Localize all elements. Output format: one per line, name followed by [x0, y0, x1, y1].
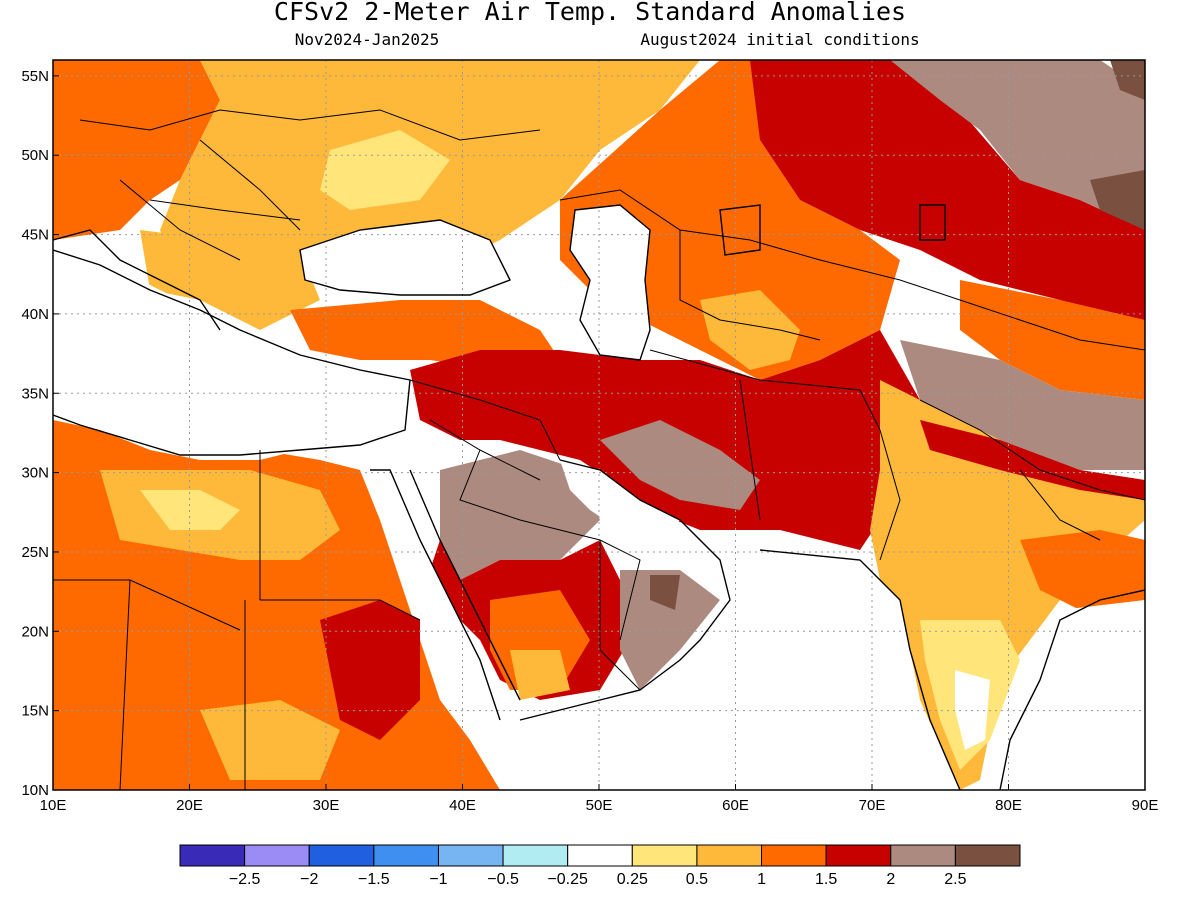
africa-borders	[53, 450, 421, 790]
colorbar-label: 2	[886, 871, 895, 888]
colorbar-swatch	[631, 844, 698, 867]
mediterranean-sea	[53, 250, 410, 460]
map-title: CFSv2 2-Meter Air Temp. Standard Anomali…	[274, 0, 906, 26]
y-tick-label: 45N	[21, 227, 49, 244]
colorbar-label: −2	[300, 871, 318, 888]
y-tick-label: 35N	[21, 385, 49, 402]
colorbar-swatch	[179, 844, 246, 867]
colorbar-label: −2.5	[229, 871, 261, 888]
anomaly-region-tibet	[900, 340, 1145, 470]
colorbar-swatch	[890, 844, 956, 867]
aral-sea	[719, 204, 761, 256]
anomaly-region-mongolia-dark	[1090, 170, 1145, 230]
x-tick-label: 30E	[313, 797, 340, 814]
y-tick-label: 15N	[21, 703, 49, 720]
colorbar-label: 1	[757, 871, 766, 888]
x-tick-label: 40E	[449, 797, 476, 814]
anomaly-region-europe-west	[53, 60, 220, 240]
mediterranean-coastline	[53, 249, 411, 456]
persian-gulf	[560, 460, 680, 540]
colorbar-label: −0.5	[487, 871, 519, 888]
anomaly-region-siberia	[890, 60, 1145, 230]
y-tick-label: 25N	[21, 544, 49, 561]
bay-of-bengal	[1000, 600, 1145, 790]
y-tick-label: 40N	[21, 306, 49, 323]
x-tick-label: 70E	[859, 797, 886, 814]
x-tick-label: 60E	[722, 797, 749, 814]
colorbar-label: −1.5	[358, 871, 390, 888]
anomaly-region-siberia-dark	[1110, 60, 1145, 100]
anomaly-region-oman	[620, 570, 720, 690]
gridlines	[53, 60, 1145, 790]
colorbar-swatch	[373, 844, 439, 867]
anomaly-region-sudan	[320, 600, 420, 740]
anomaly-region-arabia-brown	[440, 450, 600, 580]
black-sea-coastline	[299, 219, 511, 296]
colorbar-swatch	[825, 844, 892, 867]
gulf-of-aden	[500, 700, 610, 790]
colorbar-swatch	[502, 844, 569, 867]
anomaly-region-kazakhstan	[750, 60, 1145, 330]
latitude-axis: 10N 15N 20N 25N 30N 35N 40N 45N 50N 55N	[21, 68, 59, 799]
caspian-coastline	[569, 204, 651, 361]
colorbar-swatch	[244, 844, 310, 867]
colorbar-label: 0.5	[686, 871, 708, 888]
anomaly-region-oman-dark	[650, 575, 680, 610]
anomaly-region-ukraine-pale	[320, 130, 450, 210]
europe-coastline	[53, 229, 221, 331]
anomaly-region-china-west	[960, 280, 1145, 400]
caspian-sea	[570, 205, 650, 360]
colorbar-label: 1.5	[815, 871, 837, 888]
central-asia-borders	[559, 189, 901, 561]
x-tick-label: 10E	[40, 797, 67, 814]
colorbar-swatch	[437, 844, 504, 867]
black-sea	[300, 220, 510, 295]
red-sea	[370, 470, 500, 740]
colorbar-swatch	[761, 844, 827, 867]
anomaly-region-india-orange	[1020, 530, 1145, 610]
anomaly-region-iran-brown	[600, 420, 760, 510]
y-tick-label: 20N	[21, 623, 49, 640]
europe-borders	[79, 109, 541, 261]
arabian-sea	[600, 550, 960, 790]
anomaly-field-layer	[53, 60, 1145, 790]
initial-conditions: August2024 initial conditions	[640, 30, 919, 49]
color-scale-legend: −2.5 −2 −1.5 −1 −0.5 −0.25 0.25 0.5 1 1.5 2 2.5	[179, 844, 1021, 888]
colorbar-label: −1	[429, 871, 447, 888]
anomaly-region-sahel-pale	[200, 700, 340, 780]
map-plot-area	[53, 60, 1145, 790]
balkhash-lake	[919, 204, 946, 241]
forecast-period: Nov2024-Jan2025	[295, 30, 440, 49]
x-tick-label: 50E	[586, 797, 613, 814]
anomaly-region-himalaya-red	[920, 420, 1145, 500]
y-tick-label: 50N	[21, 147, 49, 164]
colorbar-label: 0.25	[617, 871, 648, 888]
anomaly-region-arabia-pale	[510, 650, 570, 700]
red-sea-coastline	[370, 469, 521, 721]
sea-layer	[53, 205, 1145, 790]
y-tick-label: 30N	[21, 465, 49, 482]
x-tick-label: 90E	[1132, 797, 1159, 814]
anomaly-region-india-white	[955, 670, 990, 750]
x-tick-label: 80E	[995, 797, 1022, 814]
anomaly-region-balkans	[140, 230, 320, 330]
colorbar-swatch	[696, 844, 763, 867]
colorbar-swatch	[308, 844, 375, 867]
colorbar-swatch	[954, 844, 1021, 867]
coastline-layer	[53, 204, 1145, 790]
y-tick-label: 10N	[21, 782, 49, 799]
arabia-coastline	[519, 459, 731, 721]
border-layer	[53, 109, 1145, 790]
longitude-axis: 10E 20E 30E 40E 50E 60E 70E 80E 90E	[40, 784, 1159, 814]
y-tick-label: 55N	[21, 68, 49, 85]
colorbar-label: 2.5	[944, 871, 966, 888]
middle-east-borders	[409, 379, 641, 691]
india-coastline	[759, 549, 1145, 790]
asia-borders	[899, 279, 1145, 541]
colorbar-label: −0.25	[547, 871, 588, 888]
x-tick-label: 20E	[176, 797, 203, 814]
anomaly-region-caspian-east-pale	[700, 290, 800, 370]
colorbar-swatch	[567, 844, 633, 867]
